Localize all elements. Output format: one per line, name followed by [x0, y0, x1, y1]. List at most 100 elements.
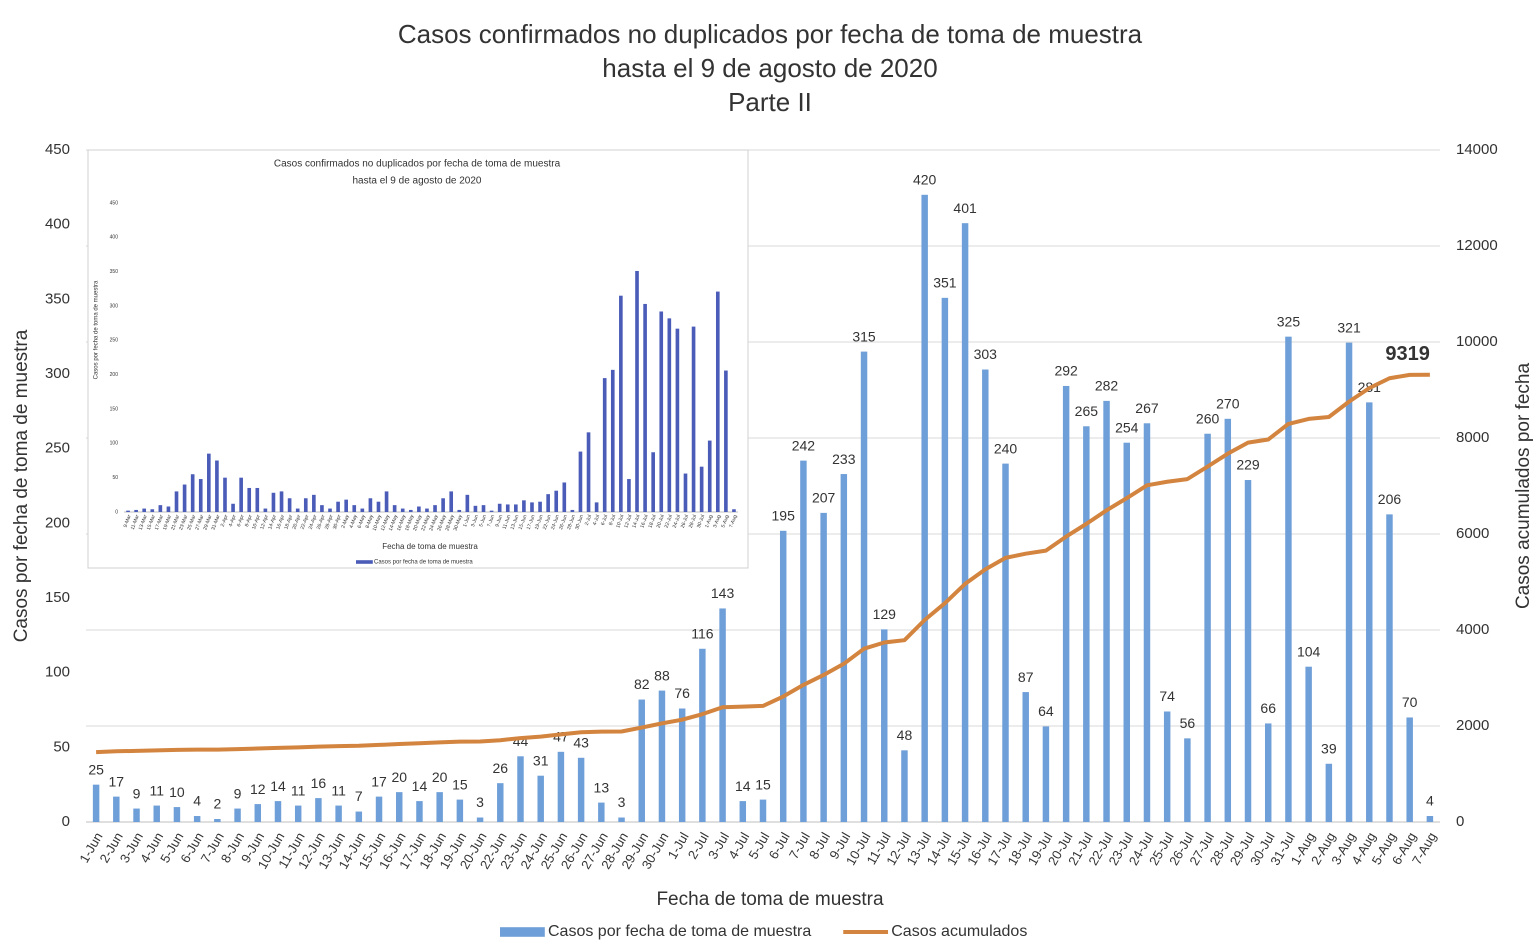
data-label: 10: [169, 784, 185, 800]
bar: [678, 708, 686, 822]
y-tick-label: 450: [45, 141, 70, 158]
bar: [1345, 342, 1353, 822]
y2-tick-label: 6000: [1456, 525, 1489, 542]
bar: [1264, 723, 1272, 822]
y2-tick-label: 8000: [1456, 429, 1489, 446]
bar: [1103, 400, 1110, 822]
y-tick-label: 300: [45, 365, 70, 382]
bar: [408, 509, 413, 512]
x-tick-label: 5-Jun: [478, 514, 488, 528]
data-label: 351: [933, 275, 957, 291]
bar: [287, 498, 292, 512]
data-label: 315: [852, 328, 876, 344]
bar: [1062, 385, 1070, 822]
bar: [1163, 711, 1171, 822]
bar: [982, 369, 989, 822]
bar: [190, 474, 195, 512]
x-tick-label: 16-Jul: [639, 514, 649, 529]
data-label: 11: [149, 782, 164, 798]
data-label: 16: [311, 775, 327, 791]
bar: [215, 460, 219, 512]
data-label: 420: [913, 172, 937, 188]
bar: [320, 505, 324, 512]
bar: [207, 453, 211, 512]
legend-label: Casos acumulados: [891, 923, 1027, 940]
bar: [344, 499, 348, 512]
x-tick-label: 12-May: [380, 514, 392, 532]
bar: [473, 505, 478, 512]
x-axis-title: Fecha de toma de muestra: [656, 889, 883, 910]
data-label: 3: [618, 794, 626, 810]
bar: [522, 500, 526, 512]
x-tick-label: 10-Jul: [615, 514, 625, 529]
data-label: 270: [1216, 396, 1240, 412]
x-tick-label: 6-May: [357, 514, 368, 530]
x-tick-label: 7-Aug: [728, 514, 738, 529]
bar: [336, 501, 340, 512]
y-tick-label: 150: [110, 406, 119, 412]
bar: [355, 811, 363, 822]
x-tick-label: 23-Mar: [178, 514, 189, 531]
bar: [481, 505, 486, 512]
bar: [352, 505, 357, 512]
data-label: 88: [654, 667, 670, 683]
data-label: 76: [674, 685, 690, 701]
bar: [476, 817, 484, 822]
bar: [719, 608, 726, 822]
bar: [384, 491, 389, 512]
legend-swatch: [356, 560, 373, 564]
y-tick-label: 350: [110, 269, 119, 275]
y-tick-label: 50: [53, 738, 70, 755]
x-tick-label: 8-May: [365, 514, 376, 530]
x-tick-label: 15-Jun: [518, 514, 529, 531]
x-tick-label: 11-Mar: [130, 514, 141, 531]
bar: [546, 494, 550, 512]
x-tick-label: 1-Jun: [462, 514, 472, 528]
x-tick-label: 24-Jun: [550, 514, 561, 531]
bar: [651, 452, 655, 512]
y2-tick-label: 10000: [1456, 333, 1498, 350]
x-tick-label: 18-Jul: [648, 514, 658, 529]
bar: [961, 223, 969, 822]
bar: [1244, 480, 1252, 822]
chart-title: Casos confirmados no duplicados por fech…: [398, 19, 1143, 49]
x-tick-label: 14-Apr: [267, 514, 278, 530]
data-label: 9: [234, 785, 242, 801]
inset-y-axis-title: Casos por fecha de toma de muestra: [94, 280, 100, 379]
x-tick-label: 13-Mar: [138, 514, 149, 531]
x-tick-label: 20-Jul: [656, 514, 666, 529]
bar: [610, 369, 615, 512]
bar: [921, 194, 928, 823]
x-tick-label: 30-Jun: [574, 514, 585, 531]
bar: [193, 816, 201, 822]
y-tick-label: 150: [45, 589, 70, 606]
bar: [881, 629, 888, 822]
y-tick-label: 250: [110, 338, 119, 344]
bar: [820, 512, 827, 822]
data-label: 15: [452, 776, 468, 792]
x-tick-label: 30-Jul: [696, 514, 706, 529]
data-label: 7: [355, 788, 363, 804]
x-tick-label: 20-May: [412, 514, 424, 532]
data-label: 17: [109, 773, 125, 789]
bar: [417, 506, 421, 512]
bar: [126, 510, 130, 512]
y-tick-label: 0: [62, 813, 70, 830]
bar: [263, 508, 268, 512]
x-tick-label: 26-May: [436, 514, 448, 532]
bar: [392, 505, 397, 512]
data-label: 325: [1277, 313, 1301, 329]
y-tick-label: 0: [115, 509, 118, 515]
bar: [577, 757, 585, 822]
data-label: 87: [1018, 669, 1034, 685]
bar: [514, 504, 518, 512]
bar: [1002, 463, 1009, 822]
x-tick-label: 27-Mar: [194, 514, 205, 531]
data-label: 233: [832, 451, 856, 467]
bar: [658, 690, 666, 822]
data-label: 31: [533, 752, 549, 768]
data-label: 56: [1180, 715, 1196, 731]
data-label: 143: [711, 585, 735, 601]
x-tick-label: 7-Jun: [486, 514, 496, 528]
x-tick-label: 24-Apr: [308, 514, 319, 530]
